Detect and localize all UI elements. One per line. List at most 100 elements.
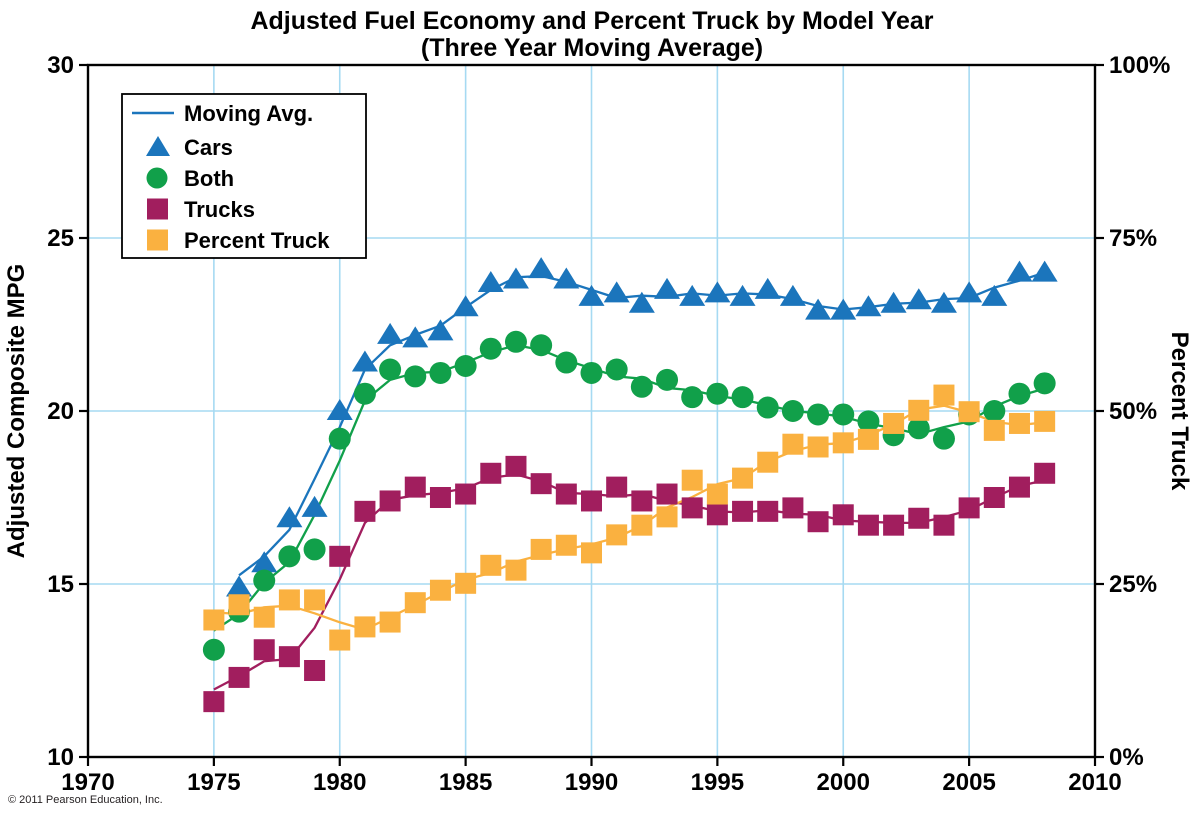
percent-truck-point <box>278 589 300 611</box>
percent-truck-point <box>404 592 426 614</box>
cars-point <box>477 270 504 292</box>
left-tick-label: 30 <box>47 52 74 79</box>
left-tick-label: 25 <box>47 225 74 252</box>
right-tick-label: 50% <box>1109 398 1157 425</box>
cars-point <box>1006 260 1033 282</box>
both-point <box>983 400 1006 422</box>
cars-point <box>276 506 303 528</box>
cars-point <box>578 284 605 306</box>
cars-point <box>779 284 806 306</box>
percent-truck-point <box>631 514 653 536</box>
x-tick-label: 2010 <box>1068 769 1121 796</box>
percent-truck-point <box>253 606 275 628</box>
percent-truck-point <box>1008 412 1030 434</box>
both-point <box>1008 382 1031 405</box>
x-tick-label: 1990 <box>565 769 618 796</box>
cars-point <box>502 267 529 289</box>
trucks-point <box>354 500 376 522</box>
trucks-point <box>278 646 300 668</box>
chart-title-line1: Adjusted Fuel Economy and Percent Truck … <box>250 7 933 35</box>
trucks-point <box>983 487 1005 508</box>
both-point <box>454 355 477 378</box>
trucks-point <box>379 490 401 512</box>
both-point <box>328 427 351 450</box>
cars-point <box>704 281 731 303</box>
trucks-point <box>782 497 804 519</box>
x-tick-label: 1980 <box>313 769 366 796</box>
both-point <box>630 375 653 398</box>
trucks-point <box>807 511 829 533</box>
both-point <box>706 382 729 405</box>
cars-point <box>377 322 404 344</box>
both-point <box>807 403 830 426</box>
both-point <box>731 386 754 409</box>
percent-truck-point <box>807 436 829 458</box>
cars-point <box>981 284 1008 306</box>
trucks-point <box>933 514 955 536</box>
x-tick-label: 2000 <box>817 769 870 796</box>
both-point <box>656 368 679 391</box>
percent-truck-point <box>883 412 905 434</box>
trucks-point <box>530 473 552 495</box>
trucks-point <box>228 666 250 688</box>
percent-truck-point <box>606 524 628 546</box>
trucks-point <box>732 500 754 522</box>
legend-item-label: Cars <box>184 135 233 160</box>
axis-ticks-and-labels: 1970 1975 1980 1985 1990 1995 2000 2005 2010 10 15… <box>47 52 1170 796</box>
cars-point <box>402 326 429 348</box>
both-point <box>580 361 603 384</box>
percent-truck-point <box>530 538 552 560</box>
both-point <box>479 337 502 360</box>
left-axis-title: Adjusted Composite MPG <box>3 264 30 559</box>
percent-truck-point <box>681 469 703 491</box>
percent-truck-point <box>832 432 854 454</box>
trucks-point <box>908 507 930 529</box>
x-tick-label: 1975 <box>187 769 240 796</box>
cars-point <box>351 350 378 372</box>
cars-point <box>251 551 278 573</box>
both-point <box>530 334 553 357</box>
legend-cars-triangle-icon <box>146 136 170 156</box>
left-tick-label: 15 <box>47 571 74 598</box>
trucks-point <box>253 639 275 661</box>
right-tick-label: 75% <box>1109 225 1157 252</box>
percent-truck-point <box>354 616 376 638</box>
legend-item-label: Both <box>184 166 234 191</box>
percent-truck-point <box>757 451 779 473</box>
cars-point <box>654 277 681 299</box>
percent-truck-point <box>782 433 804 455</box>
left-tick-label: 10 <box>47 744 74 771</box>
percent-truck-moving-avg-line <box>213 404 1045 631</box>
cars-point <box>326 399 353 420</box>
cars-point <box>1031 260 1058 282</box>
percent-truck-point <box>958 401 980 423</box>
percent-truck-point <box>480 554 502 576</box>
cars-point <box>452 295 479 317</box>
x-tick-label: 1985 <box>439 769 492 796</box>
both-point <box>681 386 704 409</box>
cars-point <box>855 295 882 317</box>
trucks-point <box>429 487 451 508</box>
cars-point <box>830 298 857 320</box>
both-moving-avg-line <box>213 344 1045 632</box>
cars-point <box>880 291 907 313</box>
cars-point <box>729 284 756 306</box>
both-point <box>605 358 628 381</box>
percent-truck-point <box>379 611 401 633</box>
trucks-moving-avg-line <box>213 473 1045 691</box>
cars-point <box>679 284 706 306</box>
legend: Moving Avg. Cars Both Trucks Percent Truck <box>121 93 367 259</box>
cars-point <box>528 257 555 279</box>
trucks-point <box>581 490 602 512</box>
trucks-point <box>706 504 728 526</box>
legend-item-label: Moving Avg. <box>184 101 313 126</box>
percent-truck-point <box>429 579 451 601</box>
percent-truck-point <box>706 483 728 505</box>
cars-point <box>628 291 655 313</box>
percent-truck-point <box>304 589 326 611</box>
trucks-point <box>656 483 678 505</box>
percent-truck-point <box>581 542 602 564</box>
trucks-point <box>404 476 426 498</box>
